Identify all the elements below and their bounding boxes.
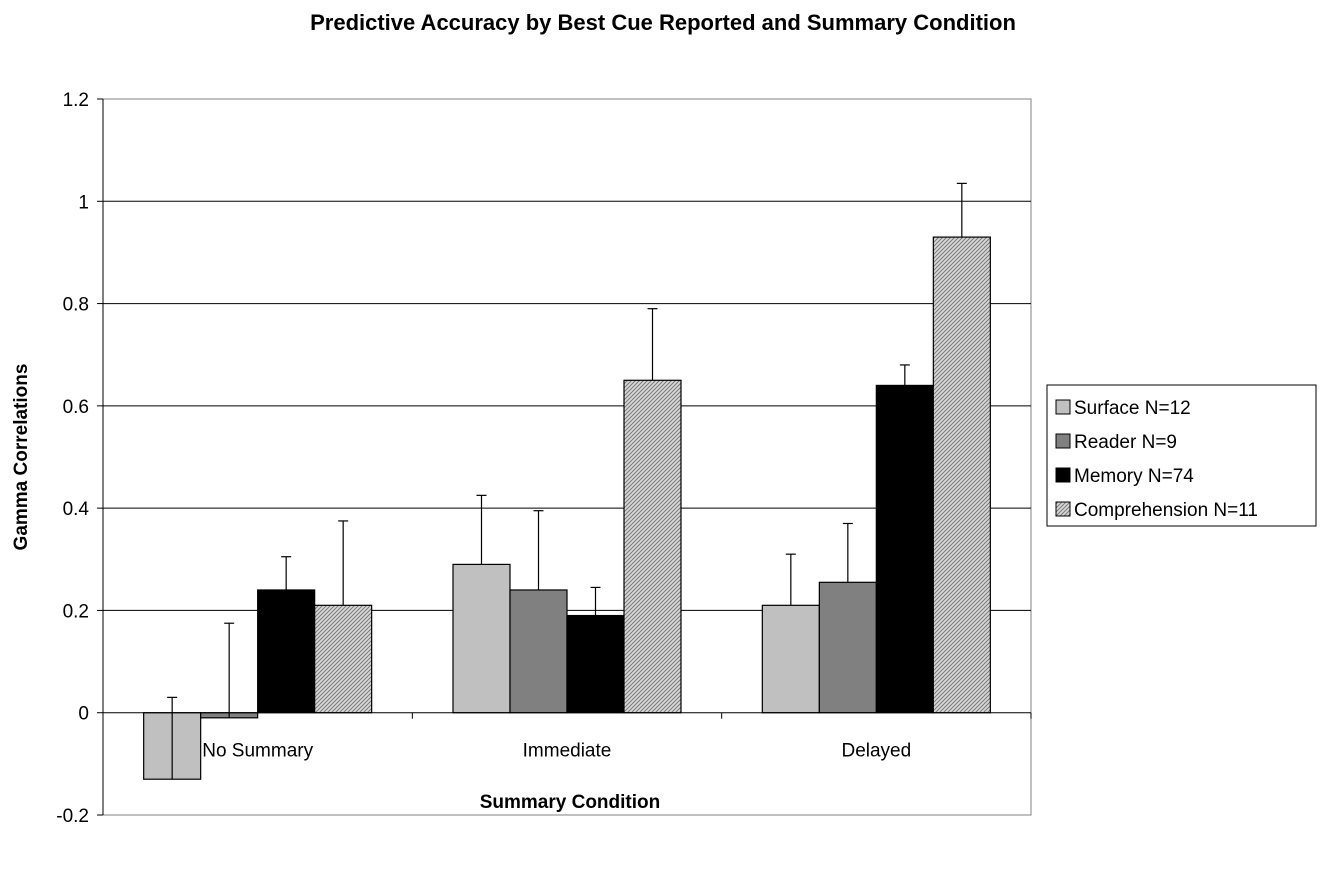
x-axis-title: Summary Condition — [480, 792, 661, 813]
y-tick-label: 0.6 — [63, 397, 89, 418]
bar — [566, 614, 625, 714]
legend-swatch — [1055, 399, 1071, 415]
chart-title: Predictive Accuracy by Best Cue Reported… — [310, 10, 1016, 35]
legend-swatch — [1055, 433, 1071, 449]
legend-label: Memory N=74 — [1074, 466, 1194, 487]
legend: Surface N=12 Reader N=9 Memory N=74 Compreh… — [1046, 384, 1317, 527]
y-tick-label: 0.2 — [63, 601, 89, 622]
bar — [509, 589, 568, 714]
bar — [818, 581, 877, 714]
legend-swatch — [1055, 501, 1071, 517]
bar — [875, 384, 934, 714]
bar — [314, 604, 373, 714]
y-axis-title: Gamma Correlations — [11, 364, 32, 551]
bar — [452, 563, 511, 714]
x-tick-label: Immediate — [523, 741, 612, 762]
y-tick-label: 0.8 — [63, 295, 89, 316]
legend-label: Reader N=9 — [1074, 432, 1177, 453]
bar — [761, 604, 820, 714]
x-tick-label: No Summary — [202, 741, 313, 762]
bar — [932, 236, 991, 714]
y-tick-label: -0.2 — [56, 806, 89, 827]
bar — [623, 379, 682, 714]
y-tick-label: 1 — [78, 192, 89, 213]
bar — [257, 589, 316, 714]
plot-area: -0.2 0 0.2 0.4 0.6 0.8 1 1.2 No Summary Immediate… — [56, 90, 1032, 827]
legend-swatch — [1055, 467, 1071, 483]
y-tick-label: 0.4 — [63, 499, 90, 520]
y-tick-label: 0 — [78, 704, 89, 725]
legend-label: Surface N=12 — [1074, 398, 1191, 419]
legend-box — [1046, 384, 1317, 527]
x-tick-label: Delayed — [841, 741, 911, 762]
y-tick-label: 1.2 — [63, 90, 89, 111]
legend-label: Comprehension N=11 — [1074, 500, 1258, 521]
